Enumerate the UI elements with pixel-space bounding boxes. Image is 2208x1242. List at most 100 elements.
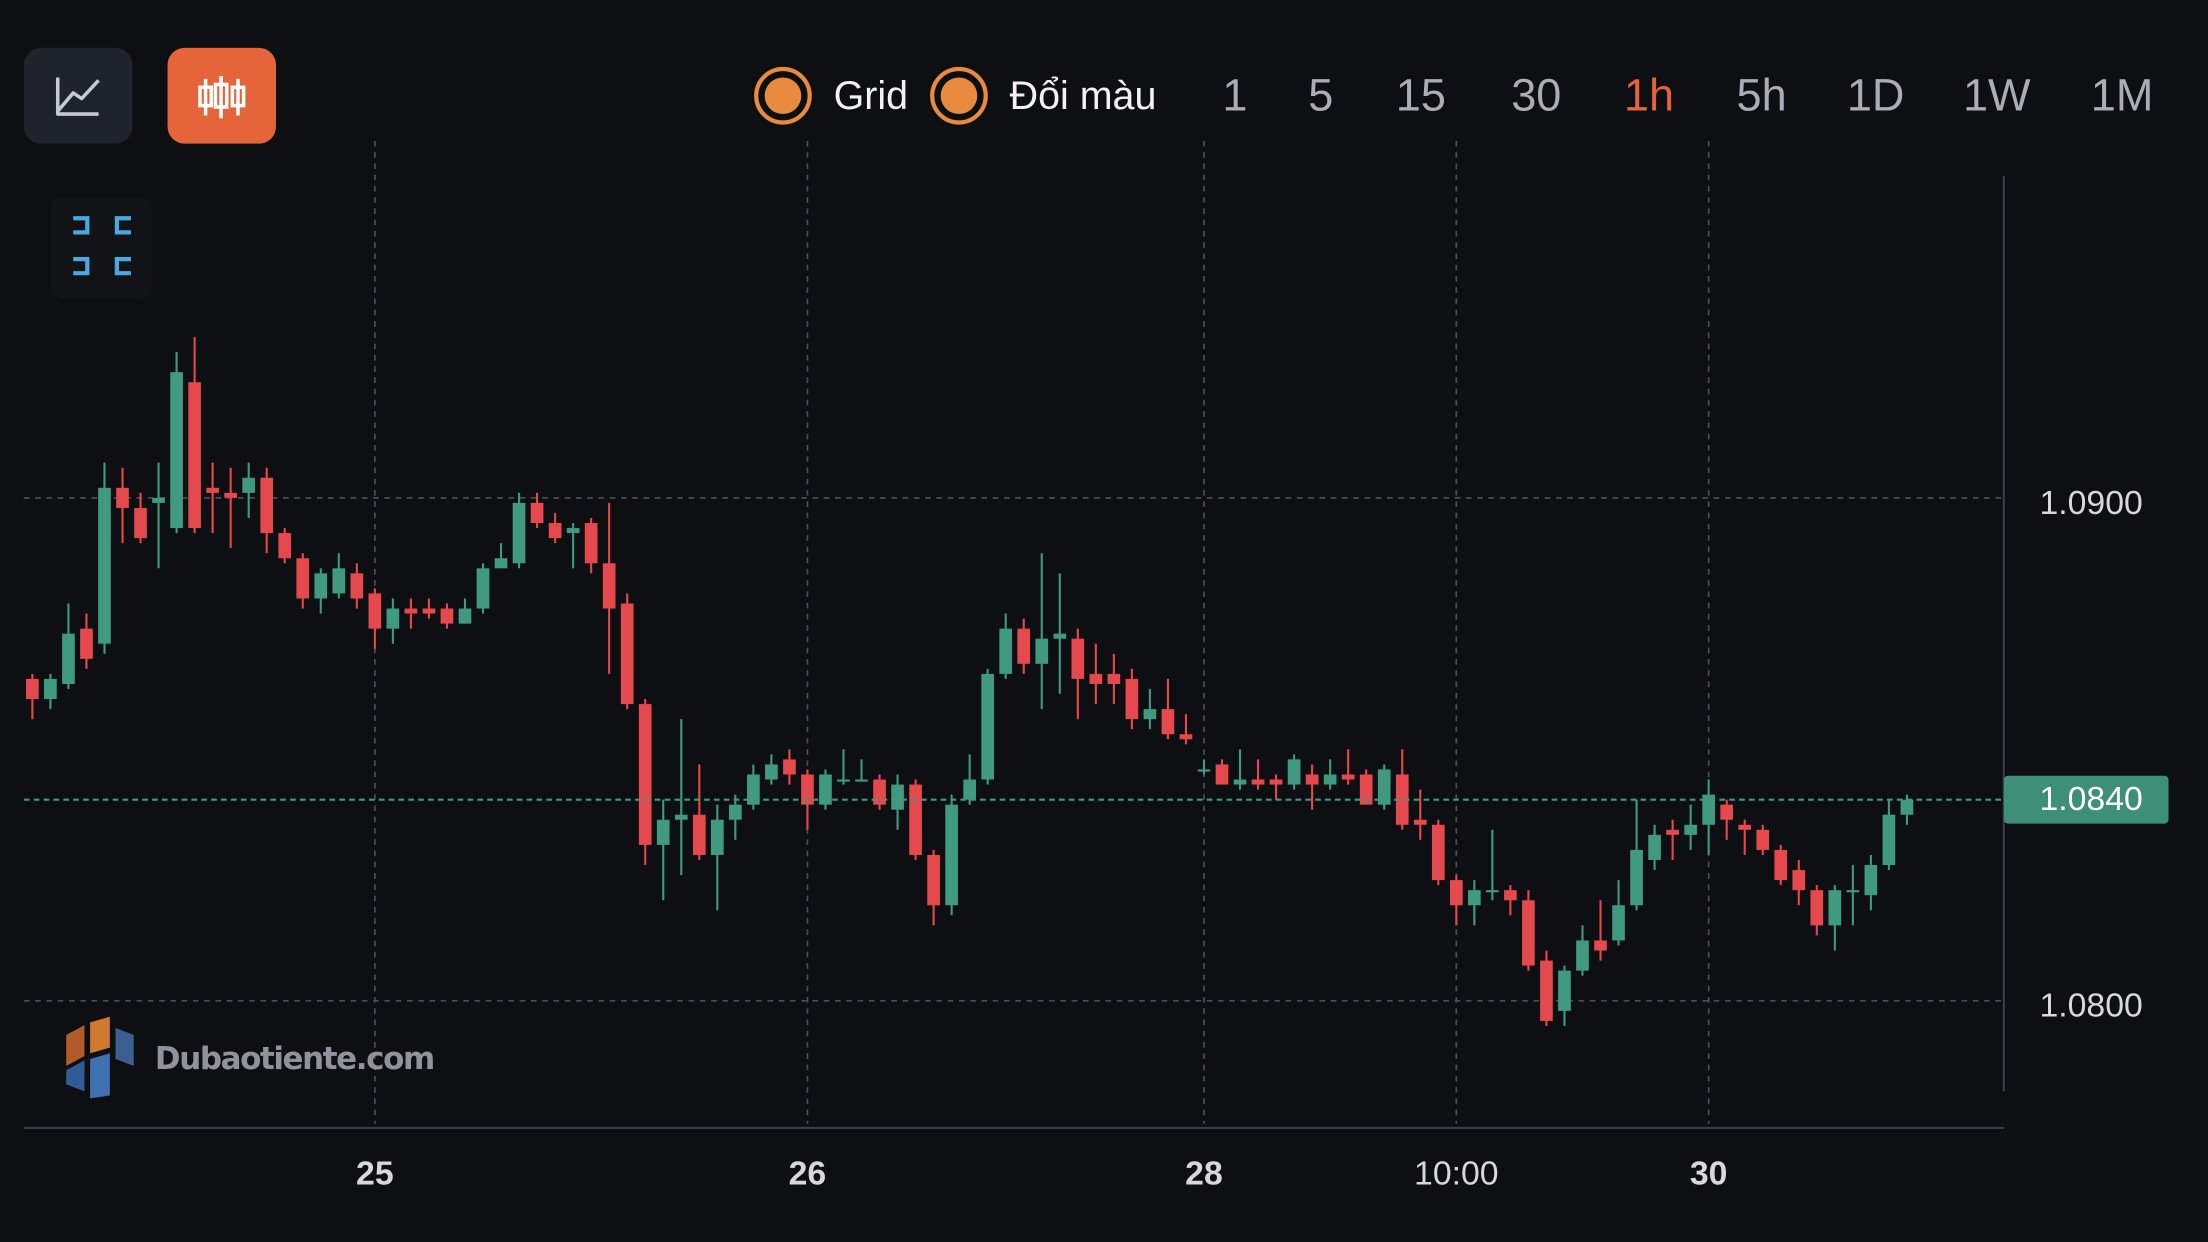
candle-body bbox=[1341, 774, 1355, 780]
candle-body bbox=[152, 497, 165, 503]
color-toggle[interactable]: Đổi màu bbox=[930, 66, 1156, 125]
candle-body bbox=[1125, 678, 1139, 720]
candle-body bbox=[674, 814, 688, 820]
candle-body bbox=[1251, 779, 1265, 785]
candle-body bbox=[1882, 814, 1896, 866]
candle-body bbox=[747, 774, 760, 805]
candle-body bbox=[1017, 628, 1031, 664]
candle-body bbox=[855, 779, 868, 782]
timeframe-button[interactable]: 1W bbox=[1963, 69, 2031, 120]
candle-body bbox=[296, 558, 310, 599]
candle-body bbox=[1269, 779, 1283, 785]
candle-body bbox=[1828, 890, 1842, 926]
candle-body bbox=[1558, 970, 1571, 1011]
candle-body bbox=[1630, 849, 1643, 906]
candle-body bbox=[1648, 834, 1661, 860]
timeframe-button[interactable]: 1D bbox=[1847, 69, 1905, 120]
candle-body bbox=[963, 779, 976, 800]
button-bg bbox=[50, 197, 153, 299]
grid-toggle[interactable]: Grid bbox=[754, 66, 908, 125]
candle-body bbox=[1413, 819, 1427, 825]
candle-body bbox=[620, 603, 634, 705]
toggle-label: Grid bbox=[834, 74, 908, 118]
candle-body bbox=[710, 819, 724, 855]
candle-body bbox=[765, 764, 778, 780]
toggle-ring bbox=[930, 66, 988, 125]
candle-body bbox=[927, 854, 940, 906]
timeframe-button[interactable]: 1 bbox=[1222, 69, 1247, 120]
candle-body bbox=[1233, 779, 1247, 785]
toggle-ring bbox=[754, 66, 812, 125]
candle-icon bbox=[198, 76, 246, 119]
candle-body bbox=[494, 558, 508, 569]
candle-body bbox=[224, 492, 237, 498]
timeframe-button[interactable]: 15 bbox=[1396, 69, 1446, 120]
candle-body bbox=[1774, 849, 1788, 881]
candle-body bbox=[1179, 734, 1193, 740]
candle-body bbox=[314, 573, 328, 599]
candle-body bbox=[692, 814, 706, 855]
candle-body bbox=[1053, 633, 1067, 639]
timeframe-button[interactable]: 1h bbox=[1624, 69, 1674, 120]
x-tick-label: 26 bbox=[789, 1155, 827, 1193]
candle-body bbox=[1323, 774, 1337, 785]
logo-part bbox=[90, 1016, 110, 1054]
candle-body bbox=[404, 608, 418, 614]
toggle-dot bbox=[940, 77, 978, 115]
candle-body bbox=[350, 573, 364, 599]
candle-body bbox=[1287, 759, 1301, 785]
candle-body bbox=[783, 759, 796, 775]
candle-body bbox=[512, 502, 526, 564]
candle-body bbox=[206, 487, 219, 493]
timeframe-button[interactable]: 30 bbox=[1511, 69, 1561, 120]
candle-body bbox=[134, 507, 147, 539]
logo-part bbox=[66, 1060, 85, 1092]
candle-body bbox=[1684, 824, 1697, 835]
candle-body bbox=[584, 523, 598, 564]
candle-body bbox=[819, 774, 832, 805]
candle-body bbox=[638, 704, 652, 845]
candle-body bbox=[386, 608, 400, 629]
candle-body bbox=[1900, 799, 1914, 815]
timeframe-button[interactable]: 1M bbox=[2091, 69, 2154, 120]
candle-body bbox=[1666, 829, 1679, 835]
candle-body bbox=[530, 502, 544, 524]
collapse-button[interactable] bbox=[50, 197, 153, 299]
line-icon bbox=[55, 77, 100, 116]
candle-body bbox=[981, 673, 995, 780]
candle-body bbox=[1522, 900, 1535, 966]
candle-body bbox=[1702, 794, 1716, 825]
candle-body bbox=[891, 784, 904, 810]
timeframe-button[interactable]: 5h bbox=[1737, 69, 1787, 120]
candle-body bbox=[440, 608, 454, 624]
candle-body bbox=[873, 779, 886, 805]
candle-body bbox=[1576, 940, 1589, 971]
y-tick-label: 1.0800 bbox=[2039, 987, 2142, 1025]
candle-body bbox=[26, 678, 39, 700]
candle-body bbox=[62, 633, 75, 684]
candle-body bbox=[1215, 764, 1229, 785]
candle-chart-button[interactable] bbox=[167, 47, 276, 144]
candle-body bbox=[1738, 824, 1752, 830]
candle-body bbox=[909, 784, 922, 855]
candle-body bbox=[1810, 890, 1824, 926]
line-chart-button[interactable] bbox=[23, 47, 133, 144]
candle-body bbox=[80, 628, 93, 659]
watermark: Dubaotiente.com bbox=[66, 1016, 435, 1099]
x-tick-label: 10:00 bbox=[1414, 1155, 1499, 1193]
candle-body bbox=[458, 608, 472, 624]
candle-body bbox=[548, 523, 562, 539]
candle-body bbox=[602, 563, 616, 609]
candle-body bbox=[1071, 638, 1085, 679]
logo-part bbox=[90, 1053, 110, 1099]
candle-body bbox=[422, 608, 436, 614]
candle-body bbox=[44, 678, 57, 700]
candle-body bbox=[1720, 804, 1734, 820]
y-tick-label: 1.0900 bbox=[2039, 484, 2142, 522]
candle-body bbox=[656, 819, 670, 845]
timeframe-button[interactable]: 5 bbox=[1308, 69, 1333, 120]
candle-body bbox=[1305, 774, 1319, 785]
